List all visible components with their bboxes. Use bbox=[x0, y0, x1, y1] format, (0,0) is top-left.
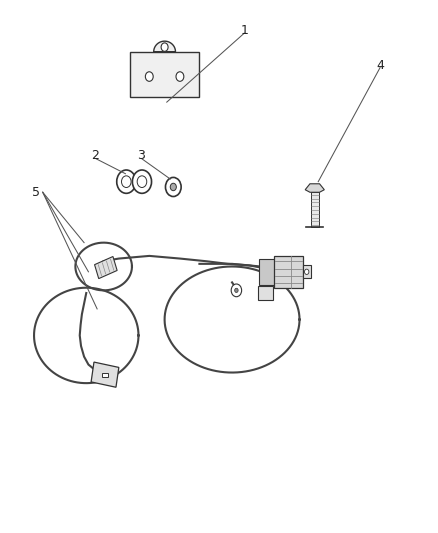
Text: 1: 1 bbox=[240, 24, 248, 37]
Polygon shape bbox=[154, 41, 176, 52]
Text: 3: 3 bbox=[137, 149, 145, 161]
Circle shape bbox=[166, 177, 181, 197]
FancyBboxPatch shape bbox=[303, 265, 311, 278]
Circle shape bbox=[121, 176, 131, 188]
Circle shape bbox=[132, 170, 152, 193]
Polygon shape bbox=[102, 373, 108, 377]
FancyBboxPatch shape bbox=[130, 52, 199, 97]
FancyBboxPatch shape bbox=[275, 256, 303, 288]
Circle shape bbox=[231, 284, 242, 297]
Circle shape bbox=[176, 72, 184, 82]
Circle shape bbox=[304, 269, 309, 274]
Polygon shape bbox=[91, 362, 119, 387]
Polygon shape bbox=[305, 184, 324, 192]
FancyBboxPatch shape bbox=[258, 286, 273, 300]
FancyBboxPatch shape bbox=[311, 192, 319, 227]
Circle shape bbox=[170, 183, 177, 191]
Circle shape bbox=[137, 176, 147, 188]
Circle shape bbox=[161, 43, 168, 51]
Circle shape bbox=[235, 288, 238, 293]
Polygon shape bbox=[95, 256, 117, 279]
Text: 2: 2 bbox=[91, 149, 99, 161]
Circle shape bbox=[145, 72, 153, 82]
FancyBboxPatch shape bbox=[259, 259, 276, 285]
Circle shape bbox=[117, 170, 136, 193]
Text: 5: 5 bbox=[32, 186, 40, 199]
Text: 4: 4 bbox=[376, 59, 384, 71]
